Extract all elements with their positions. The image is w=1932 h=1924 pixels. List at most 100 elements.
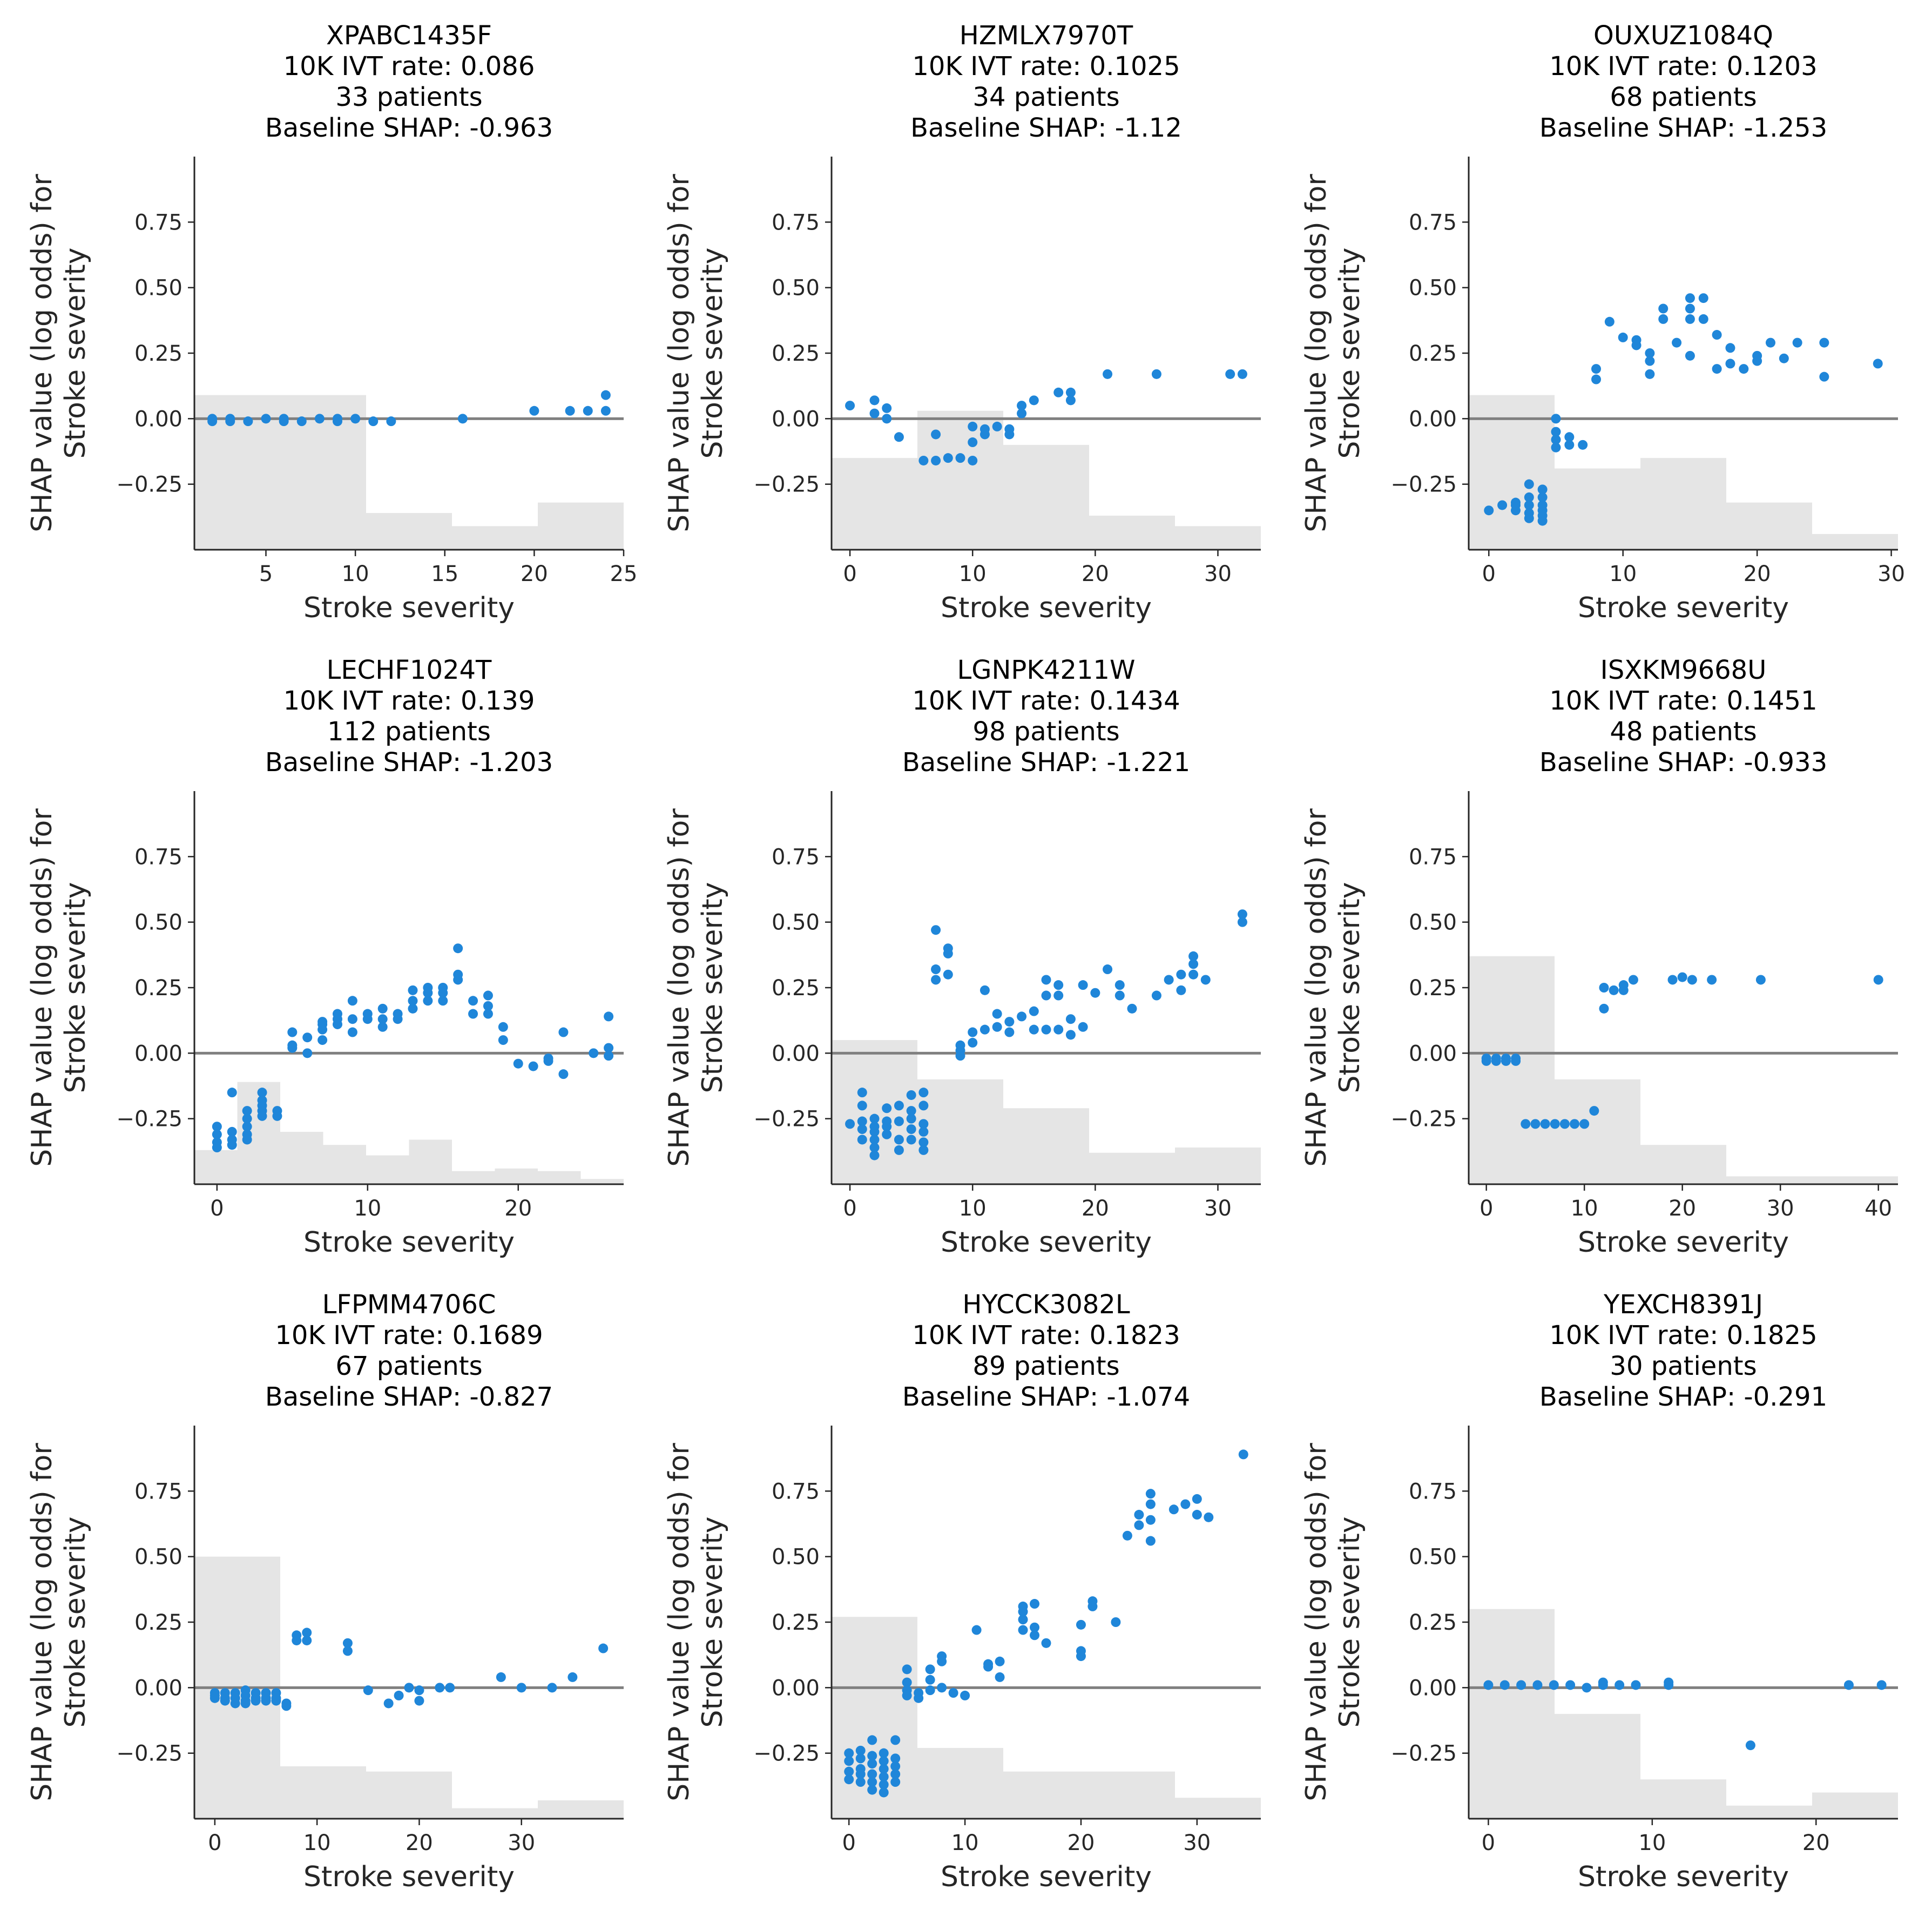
histogram-bar — [1640, 1779, 1726, 1819]
data-point — [902, 1690, 912, 1700]
data-point — [362, 1009, 373, 1019]
y-axis-label: Stroke severity — [697, 1516, 729, 1727]
data-point — [918, 455, 929, 465]
chart-panel: −0.25 0.00 0.25 0.50 0.75 0 10 20 30 Stroke sever… — [1300, 21, 1905, 624]
data-point — [918, 1119, 929, 1129]
data-point — [287, 1027, 298, 1037]
data-point — [314, 414, 325, 424]
data-point — [1687, 975, 1697, 985]
data-point — [902, 1664, 912, 1675]
data-point — [1537, 492, 1548, 502]
data-point — [894, 1116, 904, 1126]
data-point — [453, 943, 463, 954]
data-point — [1618, 980, 1629, 990]
data-point — [1151, 369, 1161, 379]
data-point — [333, 1009, 342, 1019]
histogram-bar — [832, 458, 917, 550]
data-point — [1237, 369, 1247, 379]
y-tick-label: 0.50 — [772, 1545, 820, 1570]
data-point — [1551, 442, 1561, 453]
y-axis-label: SHAP value (log odds) for — [663, 174, 695, 532]
y-tick-label: 0.25 — [1409, 341, 1457, 366]
histogram-bar — [538, 1171, 581, 1184]
y-tick-label: −0.25 — [1390, 1741, 1457, 1766]
histogram-bar — [538, 502, 624, 550]
data-point — [995, 1672, 1005, 1682]
x-tick-label: 20 — [406, 1831, 433, 1855]
data-point — [1631, 1680, 1641, 1690]
data-point — [1176, 985, 1186, 995]
data-point — [261, 414, 271, 424]
data-point — [377, 1014, 388, 1024]
data-point — [902, 1677, 912, 1687]
x-axis-label: Stroke severity — [941, 1861, 1152, 1893]
histogram-bar — [452, 1808, 538, 1819]
data-point — [1745, 1740, 1755, 1751]
x-axis-label: Stroke severity — [303, 592, 515, 624]
data-point — [1484, 505, 1494, 516]
data-point — [1053, 980, 1064, 990]
x-tick-label: 10 — [1609, 562, 1637, 586]
data-point — [1599, 983, 1609, 993]
y-axis-label: SHAP value (log odds) for — [26, 1443, 58, 1801]
data-point — [257, 1088, 267, 1098]
data-point — [468, 996, 478, 1006]
data-point — [408, 996, 418, 1006]
data-point — [1497, 500, 1508, 510]
data-point — [1712, 364, 1722, 374]
x-tick-label: 0 — [843, 562, 856, 586]
data-point — [894, 1135, 904, 1145]
data-point — [979, 985, 990, 995]
data-point — [435, 1683, 445, 1693]
y-tick-label: 0.00 — [772, 1041, 820, 1066]
y-tick-label: 0.75 — [134, 845, 183, 869]
histogram-bar — [1469, 956, 1555, 1184]
x-tick-label: 10 — [1638, 1831, 1666, 1855]
data-point — [968, 1027, 978, 1037]
x-tick-label: 10 — [342, 562, 369, 586]
data-point — [1018, 1625, 1028, 1635]
data-point — [240, 1698, 251, 1709]
y-axis-label: Stroke severity — [1334, 1516, 1366, 1727]
chart-title-line: 48 patients — [1610, 717, 1757, 747]
chart-title-line: Baseline SHAP: -0.963 — [265, 113, 553, 143]
chart-title-line: Baseline SHAP: -1.221 — [902, 747, 1190, 778]
data-point — [1530, 1119, 1541, 1129]
histogram-bar — [280, 1766, 366, 1819]
data-point — [1873, 975, 1883, 985]
y-axis-label: Stroke severity — [59, 1516, 92, 1727]
histogram-bar — [1726, 502, 1812, 550]
data-point — [1004, 1027, 1015, 1037]
x-axis-label: Stroke severity — [303, 1226, 515, 1259]
data-point — [1510, 505, 1521, 516]
x-tick-label: 0 — [210, 1196, 224, 1221]
data-point — [995, 1656, 1005, 1666]
data-point — [1524, 513, 1534, 523]
data-point — [1029, 395, 1039, 406]
data-point — [906, 1106, 916, 1116]
data-point — [1725, 343, 1735, 353]
data-point — [894, 432, 904, 442]
data-point — [257, 1111, 267, 1121]
x-tick-label: 20 — [1744, 562, 1771, 586]
data-point — [890, 1769, 901, 1779]
data-point — [906, 1113, 916, 1124]
chart-title-line: 34 patients — [972, 82, 1119, 112]
data-point — [1628, 975, 1638, 985]
data-point — [857, 1101, 867, 1111]
data-point — [1559, 1119, 1570, 1129]
data-point — [925, 1664, 935, 1675]
data-point — [227, 1088, 237, 1098]
data-point — [918, 1088, 929, 1098]
y-axis-label: Stroke severity — [59, 882, 92, 1093]
data-point — [1510, 497, 1521, 508]
y-tick-label: −0.25 — [116, 472, 183, 497]
x-tick-label: 30 — [1204, 562, 1232, 586]
data-point — [1609, 985, 1619, 995]
data-point — [1599, 1003, 1609, 1014]
histogram-bar — [917, 1747, 1003, 1819]
data-point — [1145, 1499, 1156, 1509]
chart-panel: −0.25 0.00 0.25 0.50 0.75 0 10 20 Stroke severit… — [1300, 1290, 1898, 1893]
data-point — [906, 1135, 916, 1145]
data-point — [1521, 1119, 1531, 1129]
